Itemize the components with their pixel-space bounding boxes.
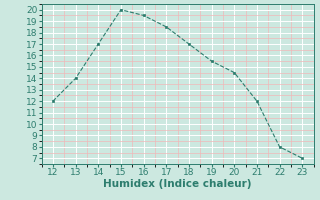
X-axis label: Humidex (Indice chaleur): Humidex (Indice chaleur) [103, 179, 252, 189]
